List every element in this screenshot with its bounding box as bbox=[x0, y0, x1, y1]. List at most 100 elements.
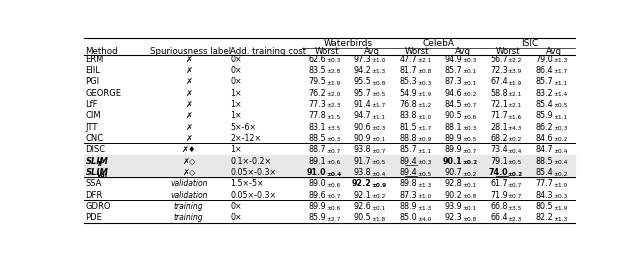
Text: ±0.1: ±0.1 bbox=[371, 206, 386, 210]
Text: 85.4: 85.4 bbox=[536, 100, 553, 109]
Text: ±3.5: ±3.5 bbox=[508, 206, 522, 210]
Text: 86.2: 86.2 bbox=[536, 123, 553, 132]
Text: ±1.5: ±1.5 bbox=[326, 115, 340, 120]
Text: JTT: JTT bbox=[86, 123, 98, 132]
Text: ±0.6: ±0.6 bbox=[326, 183, 340, 188]
Text: ±1.7: ±1.7 bbox=[417, 126, 431, 131]
Text: ±0.3: ±0.3 bbox=[417, 160, 431, 165]
Text: 85.7: 85.7 bbox=[399, 145, 417, 154]
Text: ±0.1: ±0.1 bbox=[462, 183, 477, 188]
Text: 89.4: 89.4 bbox=[399, 157, 417, 166]
Text: ±0.3: ±0.3 bbox=[553, 194, 568, 199]
Text: ±1.2: ±1.2 bbox=[417, 103, 431, 108]
Text: ±1.1: ±1.1 bbox=[417, 149, 431, 154]
Text: ±1.3: ±1.3 bbox=[417, 206, 431, 210]
Text: ±0.6: ±0.6 bbox=[326, 160, 340, 165]
Text: validation: validation bbox=[170, 179, 207, 188]
Text: 84.6: 84.6 bbox=[536, 134, 553, 143]
Text: ±0.3: ±0.3 bbox=[371, 126, 386, 131]
Text: 85.9: 85.9 bbox=[308, 213, 326, 222]
Text: 66.4: 66.4 bbox=[490, 213, 508, 222]
Text: 71.7: 71.7 bbox=[490, 111, 508, 120]
Text: 91.4: 91.4 bbox=[354, 100, 371, 109]
Text: 85.9: 85.9 bbox=[536, 111, 553, 120]
Text: ±0.4: ±0.4 bbox=[371, 171, 386, 177]
Text: 89.9: 89.9 bbox=[308, 202, 326, 211]
Text: 91.7: 91.7 bbox=[354, 157, 371, 166]
Text: 56.7: 56.7 bbox=[490, 55, 508, 64]
Text: ±2.3: ±2.3 bbox=[508, 217, 522, 222]
Text: 85.3: 85.3 bbox=[399, 77, 417, 86]
Text: 58.8: 58.8 bbox=[490, 89, 508, 97]
Text: ±0.2: ±0.2 bbox=[462, 171, 477, 177]
Text: ±0.5: ±0.5 bbox=[417, 171, 431, 177]
Text: 92.3: 92.3 bbox=[445, 213, 462, 222]
Text: 88.8: 88.8 bbox=[399, 134, 417, 143]
Text: 88.9: 88.9 bbox=[399, 202, 417, 211]
Text: ±4.3: ±4.3 bbox=[508, 126, 522, 131]
Text: ✗: ✗ bbox=[185, 66, 192, 75]
Text: Avg: Avg bbox=[455, 47, 471, 56]
Text: 95.7: 95.7 bbox=[354, 89, 371, 97]
Text: CIM: CIM bbox=[86, 111, 101, 120]
Text: ±0.5: ±0.5 bbox=[553, 103, 568, 108]
Text: ±0.1: ±0.1 bbox=[462, 206, 477, 210]
Text: 1×: 1× bbox=[230, 145, 242, 154]
Text: ±0.7: ±0.7 bbox=[326, 149, 340, 154]
Text: 68.2: 68.2 bbox=[490, 134, 508, 143]
Text: 0.1×-0.2×: 0.1×-0.2× bbox=[230, 157, 271, 166]
Text: Worst: Worst bbox=[405, 47, 429, 56]
Text: 0×: 0× bbox=[230, 77, 242, 86]
Text: 81.7: 81.7 bbox=[399, 66, 417, 75]
Text: 1×: 1× bbox=[230, 89, 242, 97]
Text: 90.5: 90.5 bbox=[445, 111, 462, 120]
Text: 62.6: 62.6 bbox=[308, 55, 326, 64]
Text: Val: Val bbox=[97, 172, 108, 178]
Text: ±0.2: ±0.2 bbox=[371, 194, 386, 199]
Text: 89.6: 89.6 bbox=[308, 191, 326, 200]
Text: 94.2: 94.2 bbox=[354, 66, 371, 75]
Text: ±0.7: ±0.7 bbox=[508, 183, 522, 188]
Text: PGI: PGI bbox=[86, 77, 100, 86]
Text: ±2.1: ±2.1 bbox=[508, 92, 522, 97]
Text: ±1.3: ±1.3 bbox=[371, 69, 386, 74]
Text: ±0.7: ±0.7 bbox=[508, 194, 522, 199]
Text: 77.8: 77.8 bbox=[308, 111, 326, 120]
Text: 92.1: 92.1 bbox=[354, 191, 371, 200]
Text: ±1.9: ±1.9 bbox=[326, 81, 340, 86]
Text: 84.5: 84.5 bbox=[445, 100, 462, 109]
Text: ±0.1: ±0.1 bbox=[462, 69, 477, 74]
Text: Spuriousness label: Spuriousness label bbox=[150, 47, 232, 56]
Text: 87.3: 87.3 bbox=[445, 77, 462, 86]
Text: 71.9: 71.9 bbox=[490, 191, 508, 200]
Text: 76.2: 76.2 bbox=[308, 89, 326, 97]
Text: 92.8: 92.8 bbox=[445, 179, 462, 188]
Text: ±1.4: ±1.4 bbox=[553, 92, 568, 97]
Bar bbox=[84, 155, 575, 166]
Text: ±2.0: ±2.0 bbox=[326, 92, 340, 97]
Text: 79.1: 79.1 bbox=[490, 157, 508, 166]
Text: ±0.8: ±0.8 bbox=[371, 81, 386, 86]
Text: SSA: SSA bbox=[86, 179, 102, 188]
Text: ±1.1: ±1.1 bbox=[553, 115, 568, 120]
Text: 2×-12×: 2×-12× bbox=[230, 134, 261, 143]
Text: 94.9: 94.9 bbox=[445, 55, 462, 64]
Text: ✗: ✗ bbox=[185, 111, 192, 120]
Text: 90.1: 90.1 bbox=[443, 157, 462, 166]
Text: ±1.0: ±1.0 bbox=[417, 194, 431, 199]
Text: 72.3: 72.3 bbox=[490, 66, 508, 75]
Text: 88.1: 88.1 bbox=[445, 123, 462, 132]
Text: 90.2: 90.2 bbox=[445, 191, 462, 200]
Text: 80.5: 80.5 bbox=[536, 202, 553, 211]
Text: ±0.4: ±0.4 bbox=[508, 149, 522, 154]
Text: ✗: ✗ bbox=[185, 55, 192, 64]
Text: CNC: CNC bbox=[86, 134, 104, 143]
Text: ±0.3: ±0.3 bbox=[553, 126, 568, 131]
Text: ±0.2: ±0.2 bbox=[462, 160, 477, 165]
Text: ±1.9: ±1.9 bbox=[553, 206, 568, 210]
Text: ±0.4: ±0.4 bbox=[326, 171, 341, 177]
Text: ±0.5: ±0.5 bbox=[371, 160, 386, 165]
Text: 1×: 1× bbox=[230, 111, 242, 120]
Text: Add. training cost: Add. training cost bbox=[230, 47, 306, 56]
Text: 88.5: 88.5 bbox=[536, 157, 553, 166]
